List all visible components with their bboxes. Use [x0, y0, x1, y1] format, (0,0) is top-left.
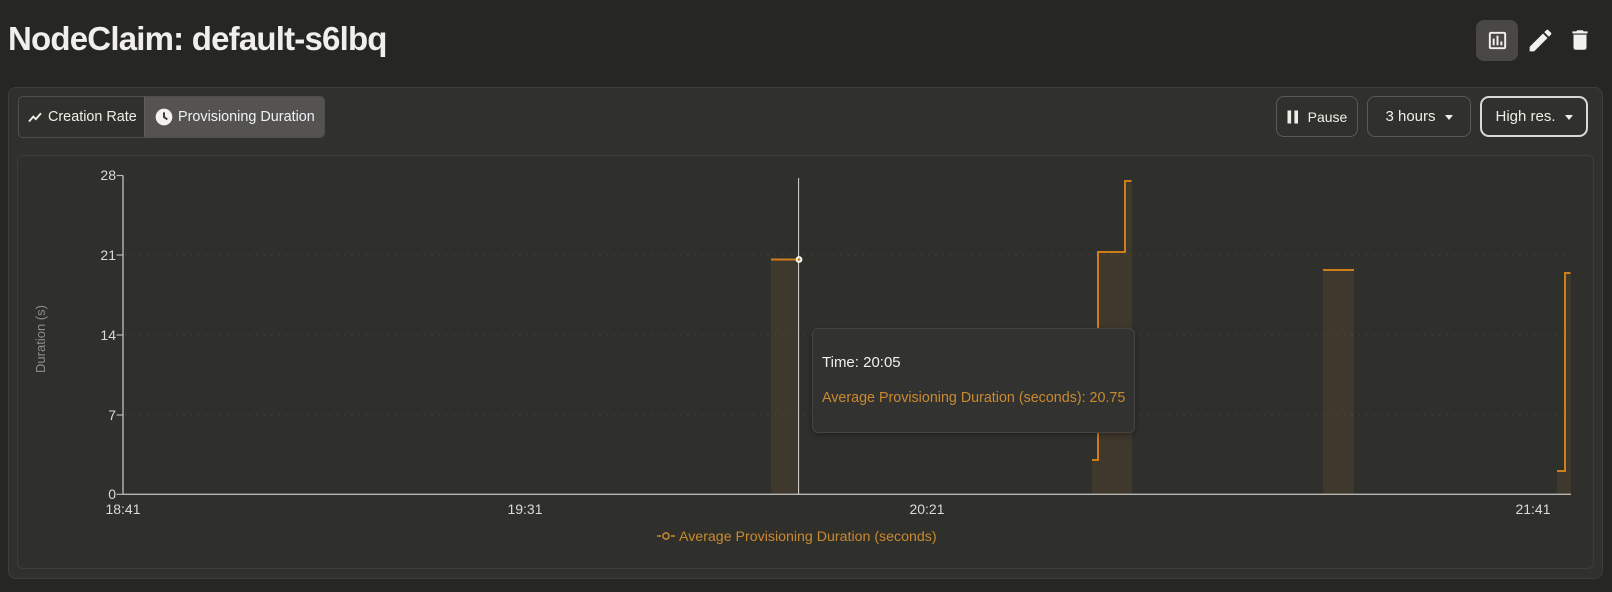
svg-text:21:41: 21:41 — [1515, 501, 1550, 517]
svg-text:20:21: 20:21 — [909, 501, 944, 517]
svg-text:0: 0 — [108, 486, 116, 502]
svg-text:14: 14 — [100, 327, 116, 343]
svg-text:Average Provisioning Duration: Average Provisioning Duration (seconds) — [679, 529, 937, 545]
svg-text:21: 21 — [100, 247, 116, 263]
svg-text:7: 7 — [108, 407, 116, 423]
svg-text:28: 28 — [100, 167, 116, 183]
svg-text:18:41: 18:41 — [105, 501, 140, 517]
svg-text:19:31: 19:31 — [507, 501, 542, 517]
svg-text:Duration (s): Duration (s) — [33, 305, 48, 373]
